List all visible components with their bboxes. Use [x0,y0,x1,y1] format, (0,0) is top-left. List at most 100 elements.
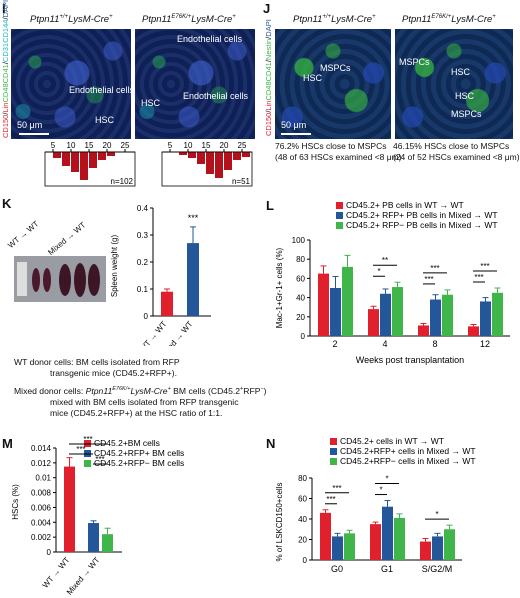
bar [320,512,331,560]
panel-label-l: L [266,198,274,213]
y-tick-label: 0.012 [31,459,52,468]
spleen-photo [14,256,106,302]
y-tick-label: 40 [296,294,305,303]
hist-n: n=102 [111,177,134,186]
y-tick-label: 80 [296,255,305,264]
legend-swatch [330,458,337,465]
panel-j-label-mspcs-top: MSPCs [399,57,430,67]
bar [344,533,355,560]
y-tick-label: 20 [298,536,307,545]
panel-i-micrograph-mut: Endothelial cells HSC Endothelial cells [135,29,255,139]
sig-mark: *** [332,484,341,493]
hist-tick-label: 5 [168,141,173,150]
bar [88,523,99,552]
panel-j-note-wt: 76.2% HSCs close to MSPCs (48 of 63 HSCs… [275,141,402,162]
bar [444,529,455,560]
legend-swatch [336,222,343,229]
hist-bar [179,152,187,155]
panel-i-label-hsc: HSC [95,115,115,125]
panel-label-n: N [266,436,276,451]
bar [161,291,173,316]
hist-bar [188,152,196,158]
bar [64,466,75,552]
legend-label: CD45.2+ PB cells in WT → WT [346,200,464,210]
panel-i-label-endo-bottom: Endothelial cells [183,91,249,101]
y-tick-label: 0.3 [137,231,149,240]
hist-tick-label: 20 [103,141,112,150]
bar [368,309,379,336]
panel-j-label-mspcs-bottom: MSPCs [451,109,482,119]
hist-tick-label: 5 [51,141,56,150]
panel-i-title-wt: Ptpn11+/+LysM-Cre+ [30,14,113,26]
legend-label: CD45.2+RFP+ cells in Mixed → WT [340,446,476,456]
y-tick-label: 0 [301,332,306,341]
legend-swatch [336,212,343,219]
y-tick-label: 0.2 [137,258,149,267]
chart-n-ylabel: % of LSKCD150+cells [275,483,284,562]
panel-j-title-mut: Ptpn11E76K/+LysM-Cre+ [402,14,496,26]
chart-m-category: WT → WT [41,555,72,589]
hist-bar [80,152,88,180]
panel-j-label-hsc: HSC [303,73,323,83]
sig-mark: *** [480,262,489,271]
sig-mark: *** [76,445,85,454]
hist-bar [233,152,241,160]
y-tick-label: 20 [296,313,305,322]
y-tick-label: 0 [47,548,52,557]
panel-j-stain-label: CD150/LinCD48CD41/Nestin/DAPI [264,19,273,136]
panel-j-micrograph-wt: MSPCs HSC 50 μm [275,29,391,139]
legend-label: CD45.2+BM cells [94,438,160,448]
y-tick-label: 100 [292,236,306,245]
y-tick-label: 0.006 [31,503,52,512]
hist-bar [206,152,214,174]
legend-label: CD45.2+ RFP+ PB cells in Mixed → WT [346,210,498,220]
hist-bar [89,152,97,168]
hist-bar [107,152,115,156]
bar [420,541,431,560]
bar [330,288,341,336]
hist-tick-label: 10 [184,141,193,150]
y-tick-label: 0.4 [137,204,149,213]
sig-mark: * [377,267,380,276]
y-tick-label: 60 [296,274,305,283]
panel-i-label-endo-top: Endothelial cells [177,34,243,44]
hist-n: n=51 [232,177,251,186]
sig-mark: *** [430,264,439,273]
sig-mark: * [379,486,382,495]
hist-bar [62,152,70,166]
bar [187,243,199,316]
panel-i-title-mut: Ptpn11E76K/+LysM-Cre+ [142,14,236,26]
bar [418,325,429,336]
y-tick-label: 80 [298,474,307,483]
chart-l-category: 2 [332,339,337,349]
panel-j-label-hsc-2: HSC [455,91,475,101]
hist-bar [98,152,106,160]
bar [382,506,393,560]
panel-j-scale: 50 μm [281,120,307,130]
hist-tick-label: 25 [121,141,130,150]
hist-bar [215,152,223,178]
legend-label: CD45.2+RFP+ BM cells [94,448,184,458]
bar [432,536,443,560]
legend-swatch [330,438,337,445]
hist-bar [242,152,250,157]
chart-m-ylabel: HSCs (%) [11,484,20,520]
bar [318,273,329,336]
hist-bar [53,152,61,158]
hist-frame [161,151,253,187]
bar [480,301,491,336]
y-tick-label: 60 [298,495,307,504]
bar [370,524,381,560]
hist-bar [224,152,232,170]
panel-j-micrograph-mut: MSPCs HSC HSC MSPCs [395,29,513,139]
panel-i-label-endo: Endothelial cells [69,85,131,95]
panel-k-donor-text: WT donor cells: BM cells isolated from R… [14,357,274,419]
panel-i-histograms: 5 10 15 20 25 n=102 5 10 15 20 25 n=51 [44,141,253,187]
panel-i-micrograph-wt: Endothelial cells HSC 50 μm [11,29,131,139]
bar [394,517,405,560]
chart-k-sig: *** [188,213,199,223]
sig-mark: *** [474,273,483,282]
panel-label-m: M [2,436,13,451]
hist-tick-label: 10 [67,141,76,150]
